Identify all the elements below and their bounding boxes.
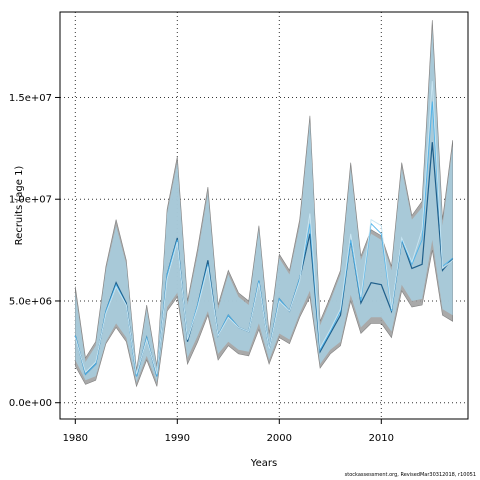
y-tick-label: 1.0e+07 bbox=[9, 195, 52, 206]
y-tick-label: 0.0e+00 bbox=[9, 398, 52, 409]
x-axis-title: Years bbox=[250, 458, 277, 469]
uncertainty-bands bbox=[75, 20, 454, 388]
y-axis-title: Recruits (age 1) bbox=[14, 166, 25, 246]
line-line_light bbox=[74, 81, 453, 375]
axis-ticks: 1980 1990 2000 2010 0.0e+00 5.0e+06 1.0e+07 1.5… bbox=[9, 93, 394, 444]
x-tick-label: 1980 bbox=[63, 433, 88, 444]
y-tick-label: 5.0e+06 bbox=[9, 296, 52, 307]
y-tick-label: 1.5e+07 bbox=[9, 93, 52, 104]
x-tick-label: 1990 bbox=[165, 433, 190, 444]
x-tick-label: 2000 bbox=[267, 433, 292, 444]
footer-credit: stockassessment.org, RevisedMar30312018,… bbox=[344, 472, 476, 478]
plot-frame bbox=[59, 11, 469, 420]
band-band_inner bbox=[75, 30, 453, 383]
series-lines bbox=[74, 81, 454, 377]
x-tick-label: 2010 bbox=[369, 433, 394, 444]
